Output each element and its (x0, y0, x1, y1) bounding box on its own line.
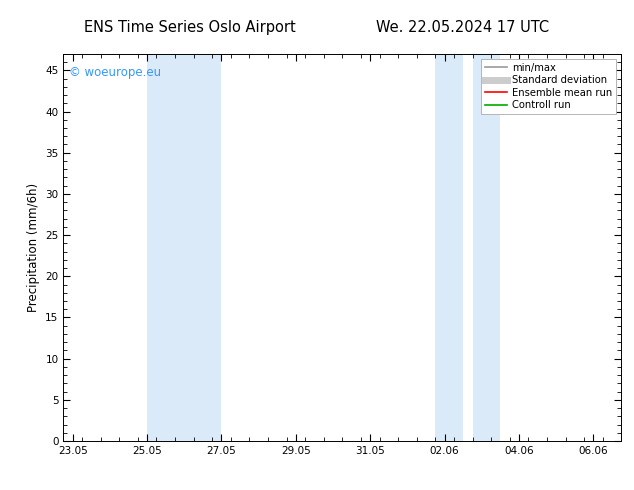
Text: © woeurope.eu: © woeurope.eu (69, 66, 161, 78)
Y-axis label: Precipitation (mm/6h): Precipitation (mm/6h) (27, 183, 40, 312)
Bar (472, 54, 500, 441)
Bar (147, 54, 221, 441)
Legend: min/max, Standard deviation, Ensemble mean run, Controll run: min/max, Standard deviation, Ensemble me… (481, 59, 616, 114)
Text: We. 22.05.2024 17 UTC: We. 22.05.2024 17 UTC (376, 20, 550, 35)
Bar (436, 54, 463, 441)
Text: ENS Time Series Oslo Airport: ENS Time Series Oslo Airport (84, 20, 296, 35)
